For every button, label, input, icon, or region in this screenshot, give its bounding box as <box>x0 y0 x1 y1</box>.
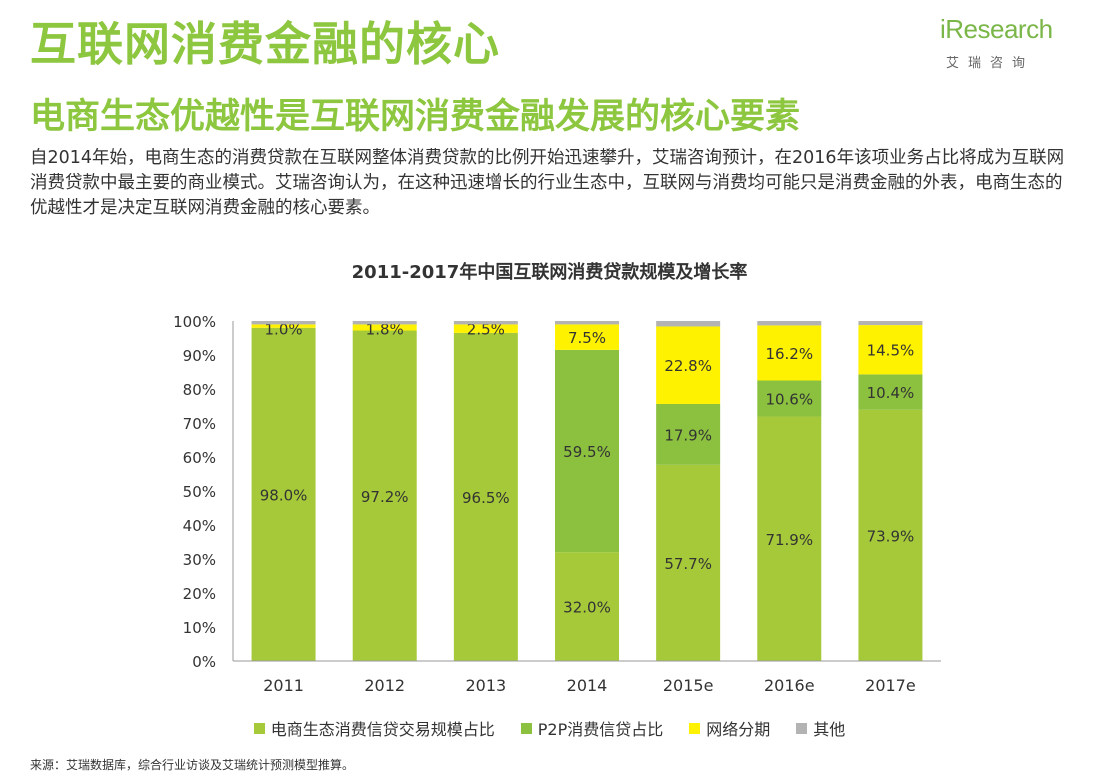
y-tick-label: 80% <box>183 381 216 399</box>
y-tick-label: 50% <box>183 483 216 501</box>
bar-segment-1 <box>656 464 721 661</box>
data-label: 98.0% <box>260 486 308 504</box>
bar-segment-3 <box>453 324 518 333</box>
bar-segment-3 <box>858 325 923 375</box>
data-label: 32.0% <box>563 599 611 617</box>
bar-segment-4 <box>352 321 417 325</box>
bar-segment-4 <box>453 321 518 325</box>
bar-segment-4 <box>656 321 721 327</box>
x-tick-label: 2017e <box>865 676 916 695</box>
legend-item-installment: 网络分期 <box>689 716 770 740</box>
data-label: 22.8% <box>664 357 712 375</box>
legend-swatch-other <box>796 722 808 734</box>
chart-legend: 电商生态消费信贷交易规模占比 P2P消费信贷占比 网络分期 其他 <box>0 716 1099 740</box>
data-label: 10.6% <box>765 391 813 409</box>
y-tick-label: 20% <box>183 585 216 603</box>
data-label: 59.5% <box>563 443 611 461</box>
bar-segment-2 <box>656 403 721 465</box>
chart-title: 2011-2017年中国互联网消费贷款规模及增长率 <box>351 262 748 283</box>
logo-main-text: iResearch <box>940 14 1053 44</box>
data-label: 1.8% <box>366 320 404 338</box>
legend-swatch-ecommerce <box>253 722 265 734</box>
bar-segment-2 <box>555 349 619 553</box>
bar-segment-2 <box>858 374 923 410</box>
legend-swatch-installment <box>689 722 701 734</box>
bar-segment-3 <box>656 326 721 404</box>
data-label: 57.7% <box>664 555 712 573</box>
legend-item-other: 其他 <box>796 716 845 740</box>
y-tick-label: 10% <box>183 619 216 637</box>
y-tick-label: 60% <box>183 449 216 467</box>
page-subtitle: 电商生态优越性是互联网消费金融发展的核心要素 <box>30 97 801 137</box>
data-label: 1.0% <box>265 320 303 338</box>
x-tick-label: 2012 <box>364 676 405 695</box>
legend-label-ecommerce: 电商生态消费信贷交易规模占比 <box>270 720 495 739</box>
bar-segment-3 <box>352 324 417 331</box>
intro-paragraph: 自2014年始，电商生态的消费贷款在互联网整体消费贷款的比例开始迅速攀升，艾瑞咨… <box>30 148 1065 218</box>
data-label: 10.4% <box>867 384 915 402</box>
legend-swatch-p2p <box>520 722 532 734</box>
y-tick-label: 100% <box>173 313 216 331</box>
bar-segment-3 <box>251 324 316 328</box>
bar-segment-1 <box>453 332 518 661</box>
y-tick-label: 30% <box>183 551 216 569</box>
data-label: 71.9% <box>765 531 813 549</box>
bar-segment-3 <box>757 325 822 381</box>
bar-segment-2 <box>757 380 822 417</box>
bar-segment-1 <box>555 552 619 661</box>
data-label: 97.2% <box>361 488 409 506</box>
y-tick-label: 40% <box>183 517 216 535</box>
bar-segment-4 <box>757 321 822 326</box>
iresearch-logo: iResearch 艾瑞咨询 <box>940 14 1070 74</box>
bar-segment-1 <box>858 409 923 661</box>
bar-segment-1 <box>352 330 417 661</box>
y-tick-label: 0% <box>192 653 216 671</box>
legend-item-p2p: P2P消费信贷占比 <box>520 716 664 740</box>
legend-label-p2p: P2P消费信贷占比 <box>537 720 664 739</box>
data-label: 73.9% <box>867 527 915 545</box>
bar-segment-4 <box>858 321 923 326</box>
bar-segment-1 <box>251 327 316 661</box>
page-title: 互联网消费金融的核心 <box>30 17 500 71</box>
bar-segment-4 <box>555 321 619 325</box>
y-tick-label: 70% <box>183 415 216 433</box>
bar-segment-4 <box>251 321 316 325</box>
data-label: 96.5% <box>462 489 510 507</box>
y-tick-label: 90% <box>183 347 216 365</box>
x-tick-label: 2015e <box>663 676 714 695</box>
data-label: 2.5% <box>467 320 505 338</box>
data-label: 14.5% <box>867 342 915 360</box>
bar-segment-1 <box>757 416 822 661</box>
data-label: 16.2% <box>765 345 813 363</box>
logo-sub-text: 艾瑞咨询 <box>946 56 1035 71</box>
legend-item-ecommerce: 电商生态消费信贷交易规模占比 <box>253 716 495 740</box>
x-tick-label: 2011 <box>263 676 304 695</box>
x-tick-label: 2014 <box>567 676 608 695</box>
source-note: 来源：艾瑞数据库，综合行业访谈及艾瑞统计预测模型推算。 <box>30 758 355 772</box>
legend-label-other: 其他 <box>813 720 846 739</box>
bar-segment-3 <box>555 324 619 350</box>
data-label: 17.9% <box>664 426 712 444</box>
legend-label-installment: 网络分期 <box>706 720 771 739</box>
x-tick-label: 2013 <box>465 676 506 695</box>
x-tick-label: 2016e <box>764 676 815 695</box>
data-label: 7.5% <box>568 329 606 347</box>
